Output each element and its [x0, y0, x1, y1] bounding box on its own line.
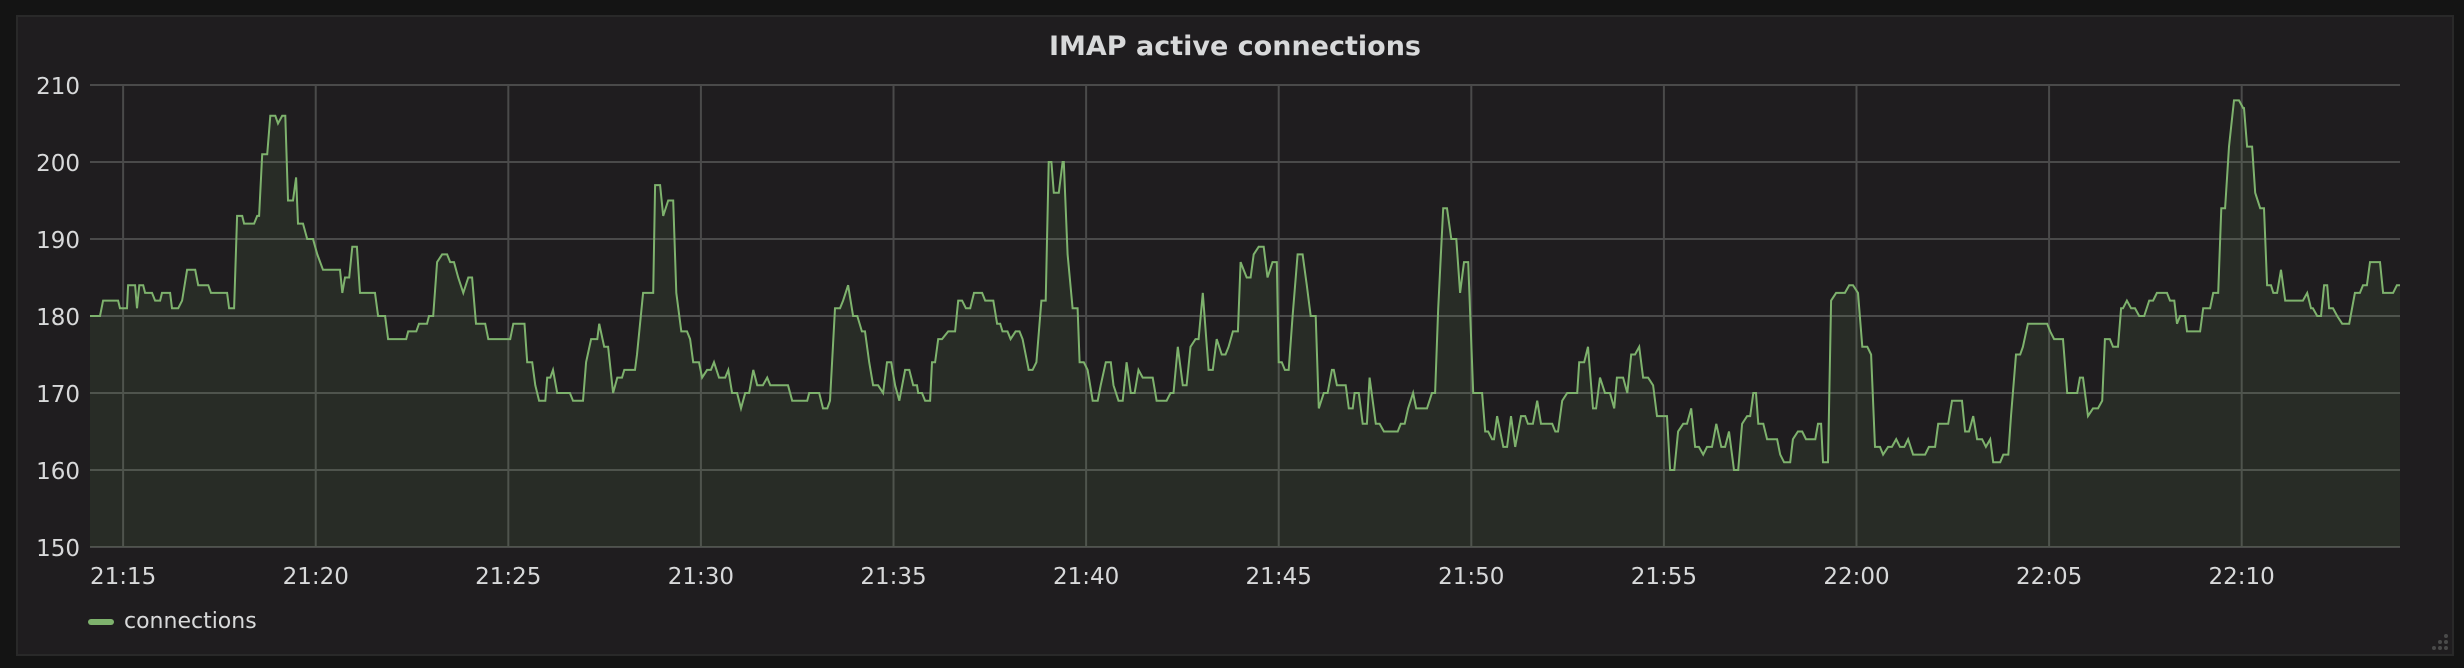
- series-line: [90, 99, 2400, 471]
- x-axis: 21:15 21:20 21:25 21:30 21:35 21:40 21:45 21:50…: [90, 564, 2275, 590]
- x-tick-label: 21:50: [1438, 564, 1504, 590]
- legend-item-connections[interactable]: connections: [88, 609, 257, 634]
- x-tick-label: 21:40: [1053, 564, 1119, 590]
- y-tick-label: 150: [36, 536, 80, 562]
- x-tick-label: 21:35: [860, 564, 926, 590]
- x-tick-label: 22:10: [2209, 564, 2275, 590]
- x-tick-label: 21:15: [90, 564, 156, 590]
- x-tick-label: 21:20: [283, 564, 349, 590]
- grid-lines: [90, 84, 2400, 548]
- x-tick-label: 21:25: [475, 564, 541, 590]
- x-tick-label: 21:30: [668, 564, 734, 590]
- panel-title[interactable]: IMAP active connections: [1048, 31, 1421, 62]
- x-tick-label: 21:55: [1631, 564, 1697, 590]
- x-tick-label: 22:00: [1823, 564, 1889, 590]
- series-area-fill: [90, 100, 2400, 548]
- y-tick-label: 160: [36, 459, 80, 485]
- y-tick-label: 210: [36, 74, 80, 100]
- y-tick-label: 200: [36, 151, 80, 177]
- x-tick-label: 22:05: [2016, 564, 2082, 590]
- legend-label: connections: [124, 609, 257, 634]
- x-tick-label: 21:45: [1246, 564, 1312, 590]
- graph-panel: IMAP active connections 150 160 170 180 190 2…: [16, 15, 2454, 656]
- y-axis: 150 160 170 180 190 200 210: [36, 74, 80, 562]
- y-tick-label: 190: [36, 228, 80, 254]
- y-tick-label: 180: [36, 305, 80, 331]
- resize-handle-icon[interactable]: [2430, 632, 2448, 650]
- y-tick-label: 170: [36, 382, 80, 408]
- legend-color-swatch-icon: [88, 618, 114, 625]
